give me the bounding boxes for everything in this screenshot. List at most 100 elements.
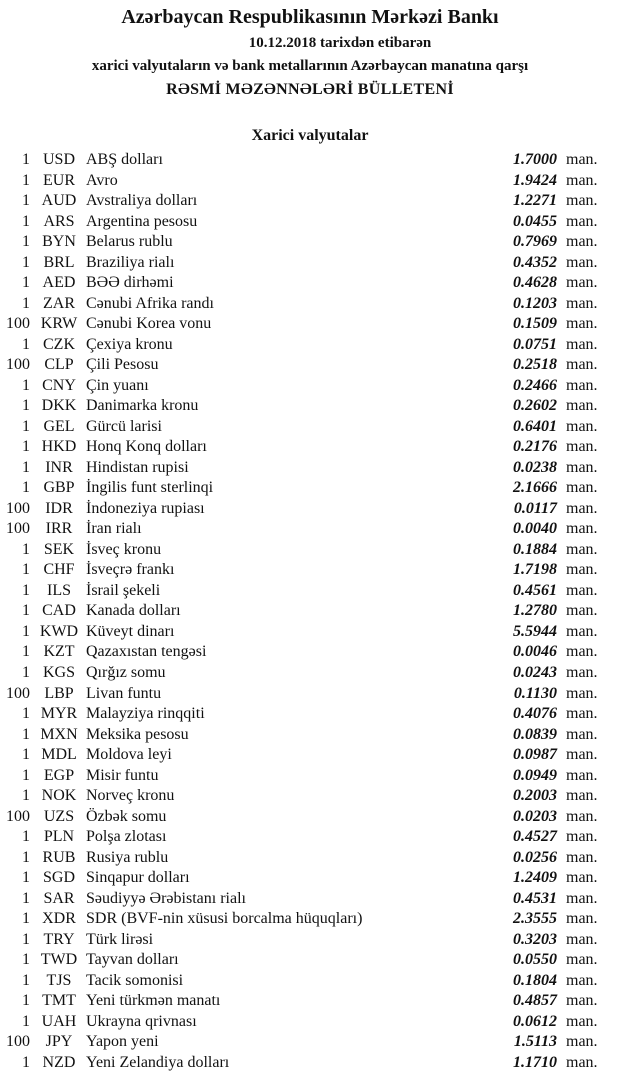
rate-row: 100 IRR İran rialı 0.0040 man. (0, 519, 620, 540)
currency-name: SDR (BVF-nin xüsusi borcalma hüquqları) (86, 910, 363, 928)
currency-unit: man. (566, 253, 598, 271)
currency-code: AED (42, 274, 76, 292)
currency-name: Gürcü larisi (86, 417, 162, 435)
rate-row: 1 ZAR Cənubi Afrika randı 0.1203 man. (0, 294, 620, 315)
currency-code: EUR (43, 171, 75, 189)
exchange-rate: 0.1130 (513, 684, 557, 702)
currency-amount: 1 (22, 725, 30, 743)
rate-row: 1 NOK Norveç kronu 0.2003 man. (0, 786, 620, 807)
currency-amount: 1 (22, 171, 30, 189)
currency-code: USD (42, 151, 75, 168)
currency-code: PLN (43, 828, 75, 846)
currency-code: TWD (40, 951, 78, 969)
rate-row: 1 SGD Sinqapur dolları 1.2409 man. (0, 868, 620, 889)
rate-row: 1 DKK Danimarka kronu 0.2602 man. (0, 396, 620, 417)
currency-amount: 1 (22, 397, 30, 415)
currency-name: Qırğız somu (86, 664, 166, 681)
currency-code: SAR (43, 889, 75, 907)
currency-unit: man. (566, 992, 598, 1010)
currency-unit: man. (566, 971, 598, 989)
currency-name: Yeni türkmən manatı (86, 992, 221, 1010)
currency-code: MDL (41, 746, 77, 764)
currency-unit: man. (566, 746, 598, 764)
exchange-rate: 0.0203 (513, 807, 557, 825)
currency-unit: man. (566, 315, 598, 333)
currency-amount: 100 (6, 684, 30, 702)
currency-unit: man. (566, 274, 598, 292)
exchange-rate: 0.4628 (513, 274, 557, 292)
currency-amount: 100 (6, 315, 30, 333)
exchange-rate: 0.0987 (513, 746, 557, 764)
currency-unit: man. (566, 766, 598, 784)
currency-code: TJS (46, 971, 72, 989)
currency-amount: 1 (22, 787, 30, 805)
currency-amount: 100 (6, 499, 30, 517)
currency-unit: man. (566, 581, 598, 599)
rate-row: 1 INR Hindistan rupisi 0.0238 man. (0, 458, 620, 479)
exchange-rate: 0.0455 (513, 212, 557, 230)
currency-amount: 1 (22, 930, 30, 948)
exchange-rate: 0.1804 (513, 971, 557, 989)
exchange-rate: 0.4527 (513, 828, 557, 846)
exchange-rate: 0.3203 (513, 930, 557, 948)
currency-code: GBP (43, 479, 75, 497)
currency-amount: 1 (22, 458, 30, 476)
rate-row: 1 HKD Honq Konq dolları 0.2176 man. (0, 437, 620, 458)
exchange-rate: 0.4561 (513, 581, 557, 599)
currency-code: CHF (43, 561, 75, 579)
currency-amount: 1 (22, 192, 30, 210)
effective-date: 10.12.2018 tarixdən etibarən (248, 35, 432, 51)
currency-code: XDR (42, 910, 76, 928)
currency-name: Misir funtu (86, 766, 159, 784)
rate-row: 1 TJS Tacik somonisi 0.1804 man. (0, 971, 620, 992)
currency-name: Yapon yeni (86, 1033, 159, 1051)
currency-unit: man. (566, 499, 598, 517)
currency-unit: man. (566, 787, 598, 805)
currency-code: IRR (45, 520, 73, 538)
exchange-rate: 0.4857 (513, 992, 557, 1010)
currency-name: Danimarka kronu (86, 397, 199, 415)
currency-amount: 1 (22, 376, 30, 394)
currency-name: Çexiya kronu (86, 335, 173, 353)
exchange-rate: 0.1884 (513, 540, 557, 558)
rate-row: 1 ILS İsrail şekeli 0.4561 man. (0, 581, 620, 602)
rate-row: 1 XDR SDR (BVF-nin xüsusi borcalma hüquqla… (0, 909, 620, 930)
currency-unit: man. (566, 376, 598, 394)
exchange-rate: 0.2602 (513, 397, 557, 415)
currency-code: SEK (43, 540, 75, 558)
exchange-rate: 1.2780 (513, 602, 557, 620)
exchange-rate: 1.2271 (513, 192, 557, 210)
exchange-rate: 0.0243 (513, 664, 557, 681)
currency-name: Çin yuanı (86, 376, 149, 394)
currency-amount: 1 (22, 889, 30, 907)
exchange-rate: 0.0046 (513, 643, 557, 661)
exchange-rate: 0.0040 (513, 520, 557, 538)
currency-name: Livan funtu (86, 684, 162, 702)
rate-row: 1 USD ABŞ dolları 1.7000 man. (0, 150, 620, 171)
document-title: Azərbaycan Respublikasının Mərkəzi Bankı (121, 6, 499, 28)
exchange-rate: 1.7198 (513, 561, 557, 579)
currency-unit: man. (566, 807, 598, 825)
currency-unit: man. (566, 889, 598, 907)
currency-unit: man. (566, 848, 598, 866)
currency-amount: 100 (6, 520, 30, 538)
exchange-rate: 0.0117 (513, 499, 557, 517)
currency-amount: 1 (22, 971, 30, 989)
currency-unit: man. (566, 951, 598, 969)
currency-code: IDR (45, 499, 73, 517)
currency-name: İsrail şekeli (86, 581, 161, 599)
rate-row: 1 NZD Yeni Zelandiya dolları 1.1710 man. (0, 1053, 620, 1073)
currency-amount: 1 (22, 151, 30, 168)
rate-row: 1 CHF İsveçrə frankı 1.7198 man. (0, 560, 620, 581)
exchange-rate: 1.5113 (513, 1033, 557, 1051)
currency-unit: man. (566, 417, 598, 435)
currency-code: TRY (43, 930, 75, 948)
currency-unit: man. (566, 869, 598, 887)
rate-row: 100 CLP Çili Pesosu 0.2518 man. (0, 355, 620, 376)
exchange-rate: 0.4076 (513, 705, 557, 723)
currency-name: Honq Konq dolları (86, 438, 207, 456)
currency-amount: 1 (22, 438, 30, 456)
rate-row: 1 SAR Səudiyyə Ərəbistanı rialı 0.4531 man. (0, 889, 620, 910)
currency-code: INR (45, 458, 73, 476)
exchange-rate: 0.0256 (513, 848, 557, 866)
